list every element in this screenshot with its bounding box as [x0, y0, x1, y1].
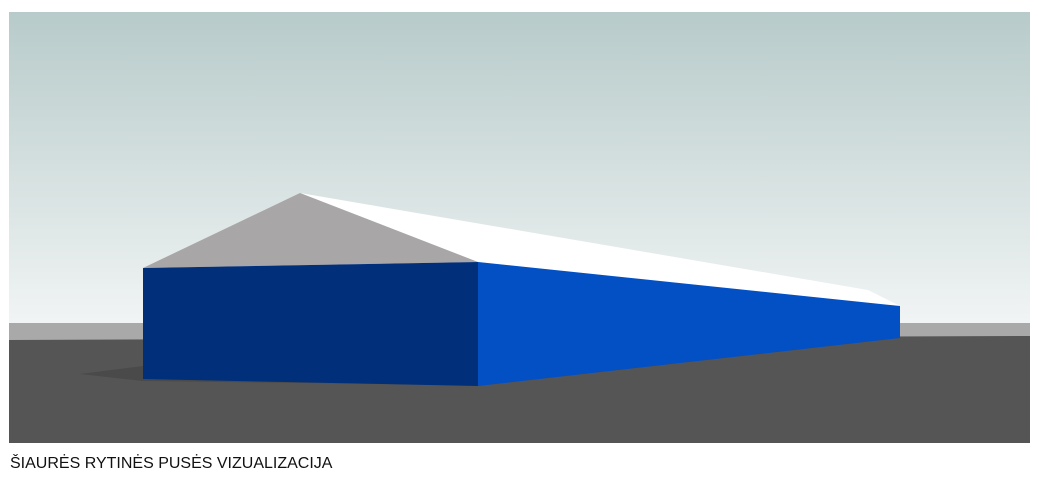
caption: ŠIAURĖS RYTINĖS PUSĖS VIZUALIZACIJA — [10, 455, 332, 473]
render — [0, 0, 1038, 450]
front-wall — [143, 262, 478, 386]
page: ŠIAURĖS RYTINĖS PUSĖS VIZUALIZACIJA (() … — [0, 0, 1038, 478]
